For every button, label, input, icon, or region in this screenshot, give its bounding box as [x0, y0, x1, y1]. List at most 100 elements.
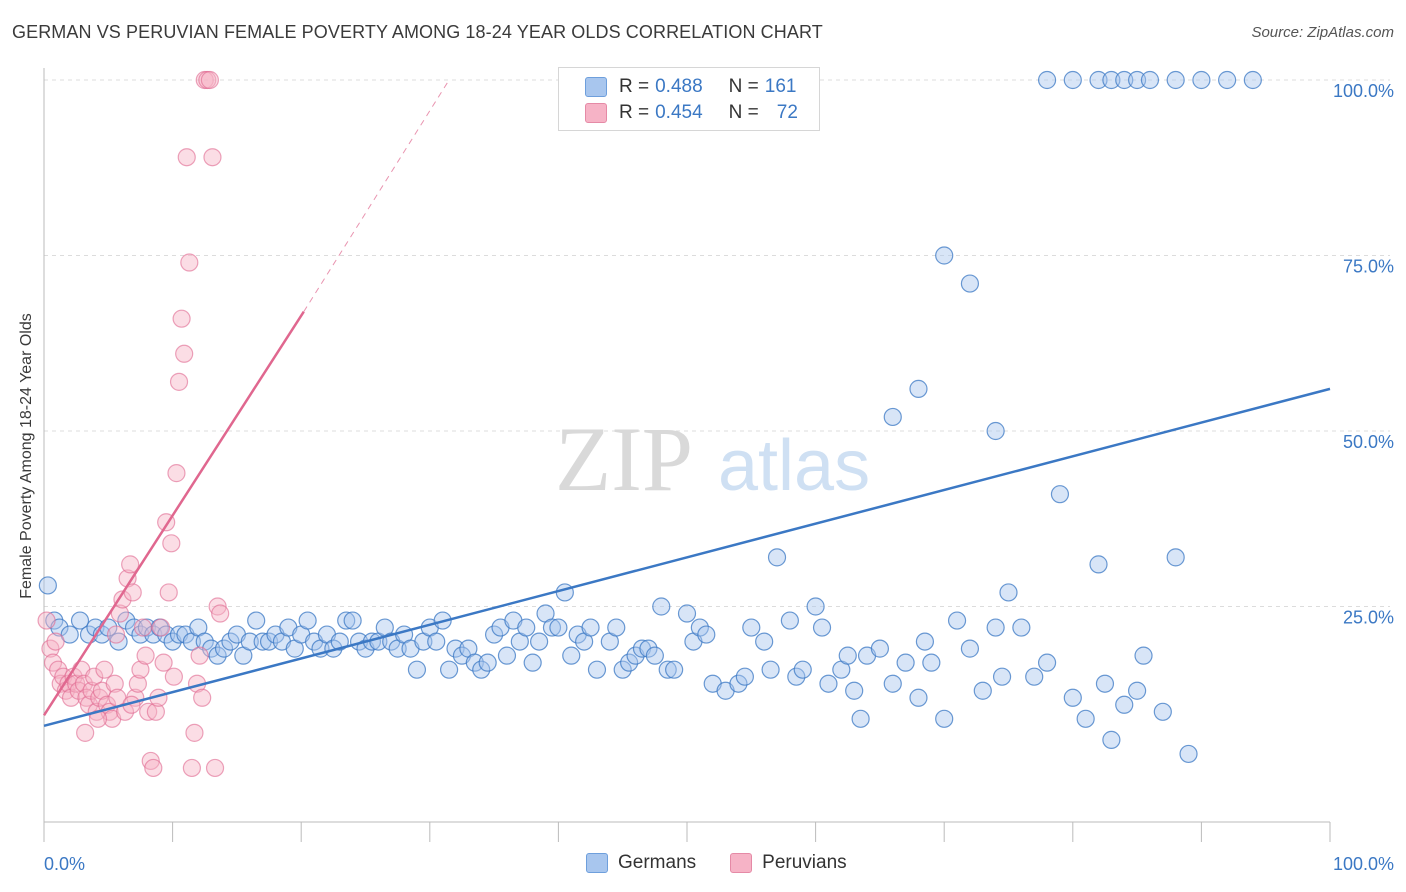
german-point	[298, 611, 317, 630]
german-point	[259, 632, 279, 651]
german-point	[439, 660, 459, 679]
legend-row-peruvians: R = 0.454 N = 72	[585, 100, 798, 126]
peruvian-point	[46, 632, 65, 651]
grid-lines	[44, 79, 1390, 607]
peruvian-point	[200, 70, 219, 90]
german-point	[780, 611, 799, 630]
legend-row-germans: R = 0.488 N = 161	[585, 74, 796, 100]
german-point	[665, 660, 684, 679]
german-point	[1179, 744, 1198, 764]
german-point	[947, 611, 967, 630]
german-point	[729, 674, 748, 693]
german-point	[247, 611, 266, 630]
german-point	[793, 660, 812, 679]
german-point	[909, 688, 928, 707]
y-tick-labels: 25.0% 50.0% 75.0% 100.0%	[1333, 81, 1394, 628]
german-point	[973, 681, 992, 700]
peruvian-point	[167, 464, 186, 483]
legend-r-label: R =	[619, 76, 650, 97]
german-point	[1050, 485, 1070, 504]
peruvian-point	[136, 646, 155, 665]
german-point	[896, 653, 915, 672]
german-point	[1037, 653, 1057, 672]
watermark: ZIP atlas	[555, 408, 870, 510]
legend-n-label: N =	[728, 102, 759, 123]
peruvian-point	[82, 681, 101, 700]
peruvian-point	[115, 702, 135, 721]
german-point	[202, 639, 221, 658]
legend-r-value: 0.454	[655, 102, 703, 123]
peruvian-point	[128, 674, 147, 693]
german-point	[935, 246, 954, 265]
german-point	[986, 618, 1005, 637]
german-point	[144, 625, 163, 644]
peruvian-point	[164, 667, 183, 686]
x-tick-label: 100.0%	[1333, 854, 1394, 874]
german-point	[1089, 70, 1108, 90]
x-tick-labels: 0.0% 100.0%	[44, 854, 1394, 874]
german-point	[427, 632, 446, 651]
german-point	[1063, 688, 1082, 707]
peruvian-point	[67, 674, 86, 693]
y-tick-label: 100.0%	[1333, 81, 1394, 101]
german-point	[870, 639, 890, 658]
peruvians-label: Peruvians	[762, 852, 847, 873]
peruvians-trendline	[42, 310, 305, 716]
german-point	[562, 646, 581, 665]
german-point	[497, 646, 517, 665]
x-tick-label: 0.0%	[44, 854, 85, 874]
german-point	[1095, 674, 1115, 693]
german-point	[806, 597, 825, 616]
germans-label: Germans	[618, 852, 697, 873]
german-point	[542, 618, 562, 637]
german-point	[1025, 667, 1044, 686]
german-point	[1012, 618, 1031, 637]
german-point	[690, 618, 709, 637]
peruvian-point	[211, 604, 230, 623]
german-point	[960, 274, 980, 293]
peruvians-trendline-extension	[303, 79, 450, 312]
legend-n-value: 161	[764, 76, 797, 97]
german-point	[549, 618, 568, 637]
german-point	[992, 667, 1012, 686]
peruvian-point	[208, 597, 227, 616]
german-point	[195, 632, 214, 651]
german-point	[555, 583, 574, 602]
peruvian-point	[85, 667, 104, 686]
trendlines	[42, 79, 1331, 728]
german-point	[960, 639, 980, 658]
german-point	[819, 674, 838, 693]
german-point	[446, 639, 465, 658]
peruvians-swatch	[730, 853, 753, 873]
german-point	[735, 667, 754, 686]
german-point	[1037, 70, 1057, 90]
peruvian-point	[203, 148, 222, 167]
german-point	[1140, 70, 1160, 90]
german-point	[1243, 70, 1262, 90]
german-point	[742, 618, 761, 637]
peruvian-point	[61, 688, 81, 707]
legend-n-value: 72	[776, 102, 798, 123]
german-point	[117, 611, 136, 630]
german-point	[478, 653, 497, 672]
german-point	[38, 576, 57, 595]
peruvians-points	[37, 70, 230, 778]
chart-title: GERMAN VS PERUVIAN FEMALE POVERTY AMONG …	[12, 22, 823, 42]
legend-n-label: N =	[728, 76, 759, 97]
legend-r-label: R =	[619, 102, 650, 123]
peruvian-point	[76, 723, 95, 742]
german-point	[517, 618, 536, 637]
peruvian-point	[37, 611, 56, 630]
legend: R = 0.488 N = 161 R = 0.454 N = 72	[558, 67, 820, 131]
peruvian-point	[162, 534, 181, 553]
germans-trendline	[43, 387, 1331, 728]
german-point	[999, 583, 1018, 602]
peruvian-point	[185, 723, 204, 742]
watermark-zip: ZIP	[555, 408, 693, 510]
german-point	[587, 660, 607, 679]
german-point	[330, 632, 349, 651]
german-point	[658, 660, 677, 679]
german-point	[137, 618, 156, 637]
german-point	[1127, 681, 1147, 700]
